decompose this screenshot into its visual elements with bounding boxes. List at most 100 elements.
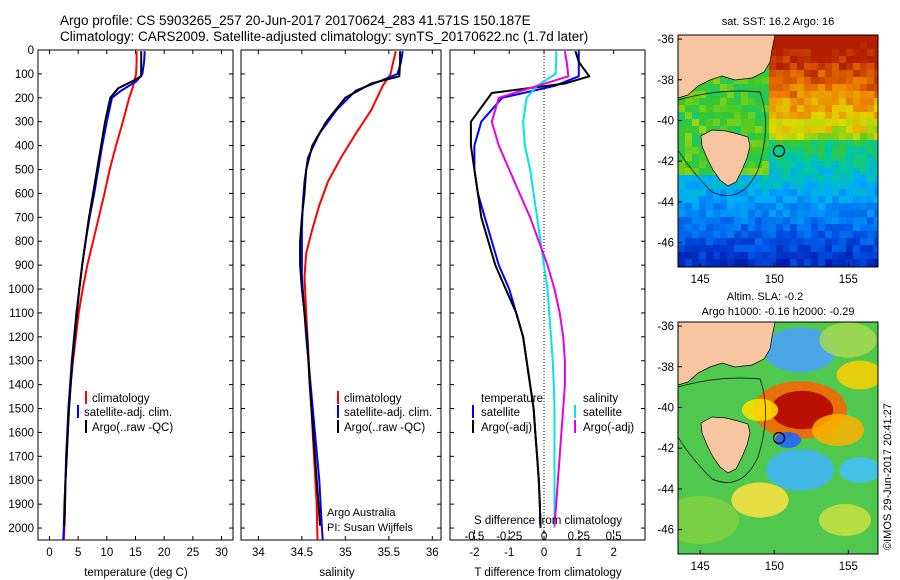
sst-cell bbox=[678, 168, 686, 176]
sst-cell bbox=[804, 224, 812, 232]
sst-cell bbox=[692, 98, 700, 106]
sst-cell bbox=[874, 133, 878, 141]
legend-sal-satellite-label: satellite bbox=[583, 407, 622, 419]
sst-cell bbox=[832, 35, 840, 43]
sst-cell bbox=[860, 70, 868, 78]
sst-cell bbox=[867, 252, 875, 260]
sst-cell bbox=[755, 168, 763, 176]
sst-cell bbox=[874, 70, 878, 78]
sst-cell bbox=[867, 84, 875, 92]
sst-cell bbox=[811, 238, 819, 246]
sst-cell bbox=[769, 203, 777, 211]
map-x-tick-label: 155 bbox=[839, 274, 858, 286]
sst-cell bbox=[734, 105, 742, 113]
sst-cell bbox=[867, 154, 875, 162]
sst-cell bbox=[769, 259, 777, 267]
sst-cell bbox=[678, 182, 686, 190]
sst-cell bbox=[685, 168, 693, 176]
sst-cell bbox=[783, 238, 791, 246]
sst-cell bbox=[762, 231, 770, 239]
difference-legend: temperature salinity satellite Argo(-adj… bbox=[472, 393, 634, 434]
sst-cell bbox=[748, 112, 756, 120]
sst-cell bbox=[685, 238, 693, 246]
sst-cell bbox=[762, 182, 770, 190]
map-y-tick-label: -44 bbox=[657, 197, 674, 209]
sst-cell bbox=[818, 133, 826, 141]
sst-cell bbox=[790, 168, 798, 176]
sst-cell bbox=[825, 140, 833, 148]
sst-cell bbox=[720, 189, 728, 197]
sst-cell bbox=[748, 224, 756, 232]
sst-cell bbox=[832, 70, 840, 78]
sst-cell bbox=[839, 77, 847, 85]
sst-cell bbox=[825, 168, 833, 176]
sst-cell bbox=[860, 168, 868, 176]
sst-cell bbox=[811, 168, 819, 176]
sst-cell bbox=[762, 98, 770, 106]
sst-cell bbox=[804, 154, 812, 162]
sla-anomaly bbox=[812, 414, 864, 446]
sst-cell bbox=[804, 252, 812, 260]
sst-cell bbox=[832, 49, 840, 57]
sst-cell bbox=[846, 35, 854, 43]
sst-cell bbox=[713, 98, 721, 106]
sst-cell bbox=[818, 252, 826, 260]
sst-cell bbox=[839, 182, 847, 190]
sst-cell bbox=[832, 224, 840, 232]
sst-cell bbox=[776, 154, 784, 162]
sst-cell bbox=[825, 231, 833, 239]
x-tick-label: 25 bbox=[186, 547, 199, 559]
sst-cell bbox=[860, 140, 868, 148]
sst-cell bbox=[832, 98, 840, 106]
y-tick-label: 100 bbox=[15, 69, 34, 81]
sst-cell bbox=[755, 217, 763, 225]
sst-cell bbox=[734, 196, 742, 204]
sst-cell bbox=[790, 259, 798, 267]
y-tick-label: 1400 bbox=[8, 380, 34, 392]
sst-cell bbox=[727, 224, 735, 232]
sst-cell bbox=[874, 182, 878, 190]
sst-cell bbox=[832, 154, 840, 162]
sst-cell bbox=[790, 70, 798, 78]
sst-cell bbox=[832, 42, 840, 50]
sst-cell bbox=[776, 56, 784, 64]
sst-cell bbox=[685, 147, 693, 155]
sst-cell bbox=[755, 133, 763, 141]
sst-cell bbox=[839, 154, 847, 162]
sla-anomaly bbox=[678, 496, 739, 544]
sst-cell bbox=[825, 35, 833, 43]
sst-cell bbox=[811, 182, 819, 190]
sst-cell bbox=[762, 217, 770, 225]
sst-cell bbox=[699, 84, 707, 92]
sst-cell bbox=[860, 77, 868, 85]
sst-cell bbox=[755, 91, 763, 99]
sst-cell bbox=[818, 84, 826, 92]
sst-cell bbox=[867, 98, 875, 106]
sst-cell bbox=[734, 259, 742, 267]
sst-cell bbox=[839, 224, 847, 232]
sla-map-ticks: 145 150 155 -36 -38 -40 -42 -44 -46 bbox=[657, 321, 858, 573]
tasmania bbox=[700, 129, 751, 187]
sst-cell bbox=[797, 70, 805, 78]
sst-cell bbox=[839, 217, 847, 225]
argo-location-marker bbox=[772, 144, 786, 158]
y-tick-label: 600 bbox=[15, 188, 34, 200]
y-tick-label: 1900 bbox=[8, 499, 34, 511]
sst-cell bbox=[755, 238, 763, 246]
sst-cell bbox=[860, 189, 868, 197]
sst-cell bbox=[699, 98, 707, 106]
sst-cell bbox=[727, 105, 735, 113]
sst-cell bbox=[860, 245, 868, 253]
sst-cell bbox=[678, 98, 686, 106]
sst-cell bbox=[685, 119, 693, 127]
sst-cell bbox=[790, 77, 798, 85]
sst-cell bbox=[797, 49, 805, 57]
sst-cell bbox=[783, 133, 791, 141]
sst-cell bbox=[839, 168, 847, 176]
sst-cell bbox=[783, 245, 791, 253]
sst-cell bbox=[762, 91, 770, 99]
sst-cell bbox=[846, 231, 854, 239]
sst-cell bbox=[741, 224, 749, 232]
sst-cell bbox=[804, 238, 812, 246]
sst-cell bbox=[678, 217, 686, 225]
